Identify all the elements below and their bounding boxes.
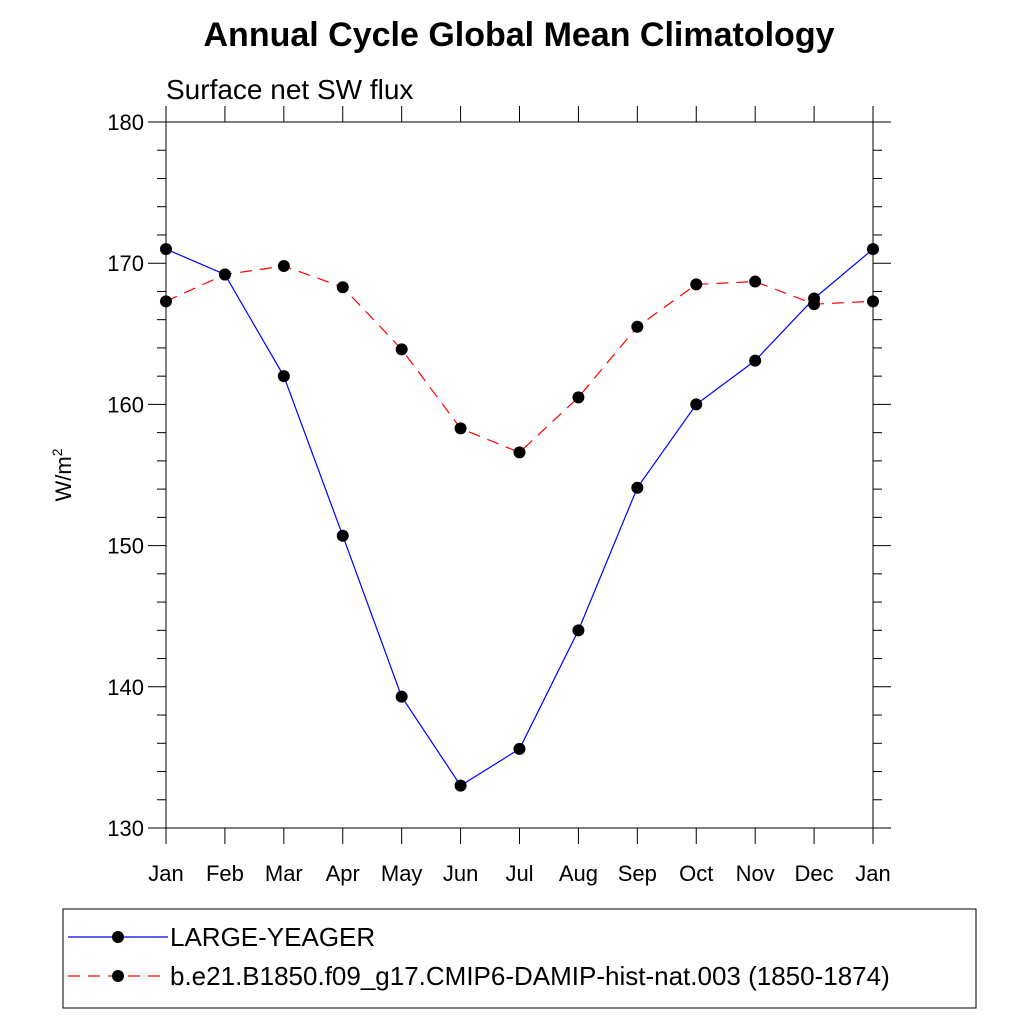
x-tick-label: Jan: [855, 861, 890, 886]
legend-label: b.e21.B1850.f09_g17.CMIP6-DAMIP-hist-nat…: [170, 961, 890, 991]
legend-marker: [112, 970, 124, 982]
data-point: [749, 354, 762, 367]
x-tick-label: Feb: [206, 861, 244, 886]
y-tick-label: 150: [107, 534, 144, 559]
data-point: [690, 278, 703, 291]
data-point: [690, 398, 703, 411]
data-point: [336, 281, 349, 294]
data-point: [867, 243, 879, 256]
data-point: [160, 295, 172, 308]
series-2: [160, 260, 879, 459]
legend-marker: [112, 931, 124, 943]
x-axis: Jan Feb Mar Apr May Jun Jul Aug Sep Oct Nov Dec Jan: [148, 106, 891, 886]
x-tick-label: Nov: [736, 861, 775, 886]
data-point: [160, 243, 172, 256]
data-point: [867, 295, 879, 308]
legend-item-1: LARGE-YEAGER: [68, 922, 375, 952]
legend-label: LARGE-YEAGER: [170, 922, 375, 952]
data-point: [631, 320, 644, 333]
data-point: [277, 370, 290, 383]
x-tick-label: Mar: [265, 861, 303, 886]
data-point: [572, 624, 585, 637]
y-axis-label: W/m2: [49, 448, 76, 501]
x-tick-label: Aug: [559, 861, 598, 886]
data-point: [277, 260, 290, 273]
data-point: [336, 529, 349, 542]
series-line: [165, 248, 874, 787]
data-point: [749, 275, 762, 288]
x-tick-label: Oct: [679, 861, 713, 886]
data-point: [631, 481, 644, 494]
x-tick-label: Jan: [148, 861, 183, 886]
x-tick-label: Jul: [505, 861, 533, 886]
x-tick-label: Apr: [326, 861, 360, 886]
x-tick-label: May: [381, 861, 423, 886]
x-tick-label: Dec: [795, 861, 834, 886]
data-point: [454, 422, 467, 435]
chart-title: Annual Cycle Global Mean Climatology: [204, 16, 835, 54]
legend-box: [62, 908, 977, 1009]
plot-border: [165, 121, 874, 829]
series-line: [165, 265, 874, 454]
legend-item-2: b.e21.B1850.f09_g17.CMIP6-DAMIP-hist-nat…: [68, 961, 890, 991]
x-tick-label: Jun: [443, 861, 478, 886]
data-point: [513, 446, 526, 459]
series-1: [160, 243, 879, 792]
data-point: [395, 690, 408, 703]
data-point: [513, 742, 526, 755]
y-tick-label: 160: [107, 392, 144, 417]
y-axis-label-unit: W/m: [51, 456, 76, 501]
chart-subtitle: Surface net SW flux: [166, 74, 413, 105]
data-point: [454, 779, 467, 792]
data-point: [395, 343, 408, 356]
y-tick-label: 180: [107, 110, 144, 135]
y-axis-label-superscript: 2: [49, 448, 65, 456]
data-point: [218, 268, 231, 281]
plot-frame: [165, 121, 874, 829]
series-layer: [160, 243, 879, 792]
data-point: [572, 391, 585, 404]
x-tick-label: Sep: [618, 861, 657, 886]
data-point: [808, 298, 821, 311]
y-tick-label: 130: [107, 816, 144, 841]
y-axis: 130 140 150 160 170 180: [107, 110, 891, 841]
y-tick-label: 140: [107, 675, 144, 700]
legend: LARGE-YEAGER b.e21.B1850.f09_g17.CMIP6-DA…: [68, 922, 890, 991]
y-tick-label: 170: [107, 251, 144, 276]
